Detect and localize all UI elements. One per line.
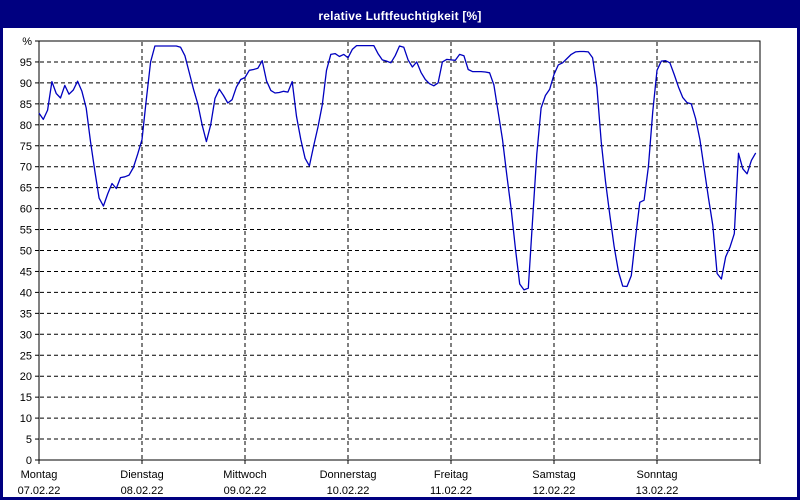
svg-text:Mittwoch: Mittwoch — [223, 469, 266, 481]
svg-text:70: 70 — [20, 162, 32, 174]
title-bar: relative Luftfeuchtigkeit [%] — [3, 3, 797, 28]
svg-text:%: % — [22, 36, 32, 48]
svg-text:10: 10 — [20, 413, 32, 425]
svg-text:Dienstag: Dienstag — [120, 469, 163, 481]
svg-text:15: 15 — [20, 392, 32, 404]
svg-text:08.02.22: 08.02.22 — [121, 485, 164, 497]
svg-text:Donnerstag: Donnerstag — [320, 469, 377, 481]
svg-text:13.02.22: 13.02.22 — [636, 485, 679, 497]
svg-text:12.02.22: 12.02.22 — [533, 485, 576, 497]
svg-text:10.02.22: 10.02.22 — [327, 485, 370, 497]
svg-text:Freitag: Freitag — [434, 469, 468, 481]
svg-text:95: 95 — [20, 57, 32, 69]
svg-text:30: 30 — [20, 329, 32, 341]
svg-text:65: 65 — [20, 183, 32, 195]
svg-text:50: 50 — [20, 246, 32, 258]
svg-text:20: 20 — [20, 371, 32, 383]
humidity-chart: 0 5 10 15 20 25 30 35 40 45 50 55 60 65 70 75 80 85 90 95% M… — [18, 36, 761, 497]
svg-text:07.02.22: 07.02.22 — [18, 485, 61, 497]
svg-text:25: 25 — [20, 350, 32, 362]
svg-text:0: 0 — [26, 455, 32, 467]
svg-text:35: 35 — [20, 308, 32, 320]
svg-text:5: 5 — [26, 434, 32, 446]
svg-text:85: 85 — [20, 99, 32, 111]
svg-text:Samstag: Samstag — [532, 469, 575, 481]
svg-text:40: 40 — [20, 287, 32, 299]
svg-text:55: 55 — [20, 225, 32, 237]
svg-text:11.02.22: 11.02.22 — [430, 485, 472, 497]
page-title: relative Luftfeuchtigkeit [%] — [318, 8, 482, 23]
svg-text:80: 80 — [20, 120, 32, 132]
svg-text:Montag: Montag — [21, 469, 58, 481]
svg-text:Sonntag: Sonntag — [637, 469, 678, 481]
svg-text:45: 45 — [20, 266, 32, 278]
svg-text:60: 60 — [20, 204, 32, 216]
svg-text:75: 75 — [20, 141, 32, 153]
svg-text:09.02.22: 09.02.22 — [224, 485, 267, 497]
chart-area: 0 5 10 15 20 25 30 35 40 45 50 55 60 65 70 75 80 85 90 95% M… — [3, 28, 797, 497]
svg-text:90: 90 — [20, 78, 32, 90]
